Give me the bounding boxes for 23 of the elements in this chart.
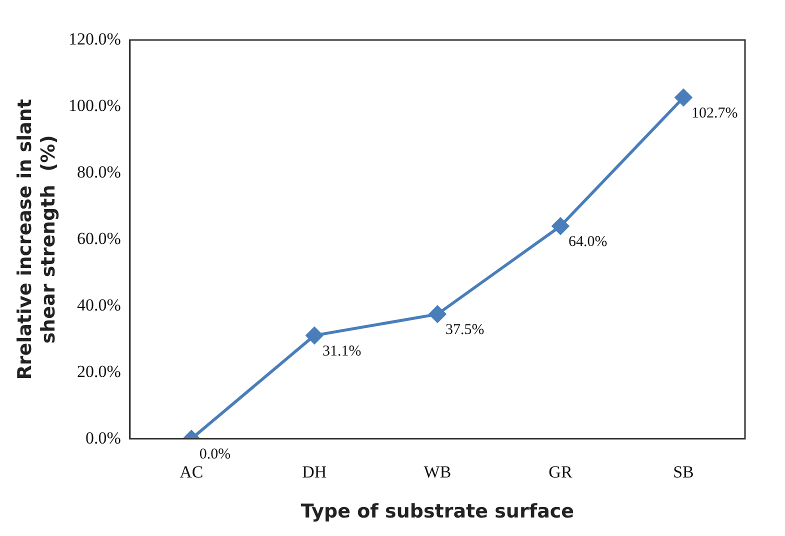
data-label: 64.0%	[568, 234, 608, 250]
y-axis-title: Rrelative increase in slant shear strength (%)	[14, 98, 60, 380]
data-label: 37.5%	[445, 322, 484, 338]
y-tick-label: 80.0%	[76, 162, 121, 182]
y-tick-label: 100.0%	[68, 96, 121, 115]
data-label: 31.1%	[322, 343, 362, 360]
point	[428, 306, 446, 323]
y-tick-label: 60.0%	[76, 228, 121, 248]
x-tick-label: DH	[302, 462, 327, 482]
x-tick-label: AC	[180, 462, 204, 482]
x-tick-label: SB	[673, 462, 694, 482]
point	[552, 218, 569, 235]
x-tick-label: GR	[548, 462, 573, 482]
data-label: 102.7%	[691, 105, 738, 122]
x-axis-title: Type of substrate surface	[300, 500, 574, 523]
y-tick-label: 40.0%	[76, 295, 121, 314]
point	[306, 326, 323, 344]
x-tick-label: WB	[424, 462, 452, 482]
data-label: 0.0%	[199, 446, 231, 463]
point	[674, 88, 692, 106]
y-tick-label: 0.0%	[85, 428, 121, 448]
y-tick-label: 20.0%	[76, 362, 121, 381]
y-tick-label: 120.0%	[68, 29, 121, 48]
